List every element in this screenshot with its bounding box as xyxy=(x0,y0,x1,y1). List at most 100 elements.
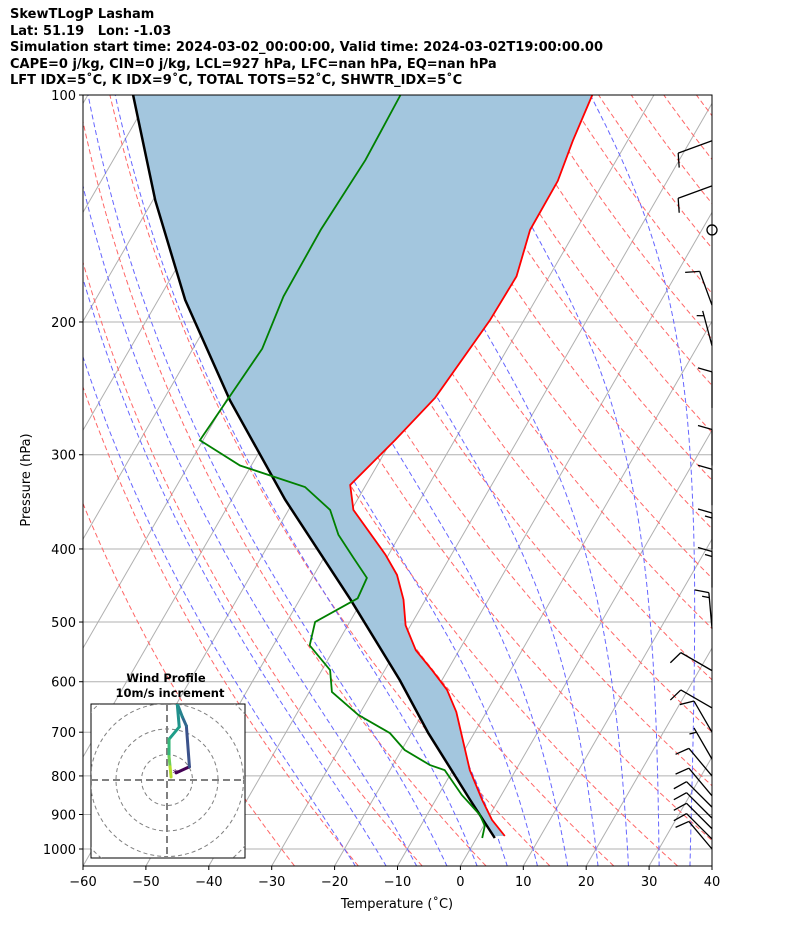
wind-barb xyxy=(685,270,713,306)
x-tick-label: −50 xyxy=(132,875,159,890)
wind-barb xyxy=(706,224,718,236)
barb-full xyxy=(697,508,713,514)
cape-cin-shading xyxy=(133,95,593,836)
simulation-times: Simulation start time: 2024-03-02_00:00:… xyxy=(10,40,603,55)
barb-full xyxy=(669,689,682,701)
hodograph-ring xyxy=(91,704,244,857)
barb-shaft xyxy=(688,747,713,777)
dry-adiabat-line xyxy=(695,95,712,117)
isotherm-line xyxy=(648,756,712,866)
y-axis-label: Pressure (hPa) xyxy=(19,433,34,526)
x-tick-label: 0 xyxy=(456,875,464,890)
barb-full xyxy=(679,700,695,706)
dry-adiabat-line xyxy=(729,95,794,866)
barb-full xyxy=(697,546,713,553)
wind-barb xyxy=(677,140,713,168)
barb-half xyxy=(704,553,713,558)
hodograph-start-marker: * xyxy=(172,767,178,780)
isotherm-line xyxy=(208,95,655,866)
moist-adiabat-line xyxy=(287,95,599,866)
y-tick-label: 400 xyxy=(51,543,76,558)
axes: −60 −50 −40 −30 −20 −10 0 10 20 30 40 100 200 300 400 5… xyxy=(43,89,720,890)
wind-barb xyxy=(697,546,713,588)
dry-adiabat-line xyxy=(272,95,712,733)
barb-shaft xyxy=(699,271,713,306)
barb-shaft xyxy=(686,813,713,840)
y-tick-label: 600 xyxy=(51,676,76,691)
isotherm-line xyxy=(83,95,215,323)
y-tick-label: 900 xyxy=(51,808,76,823)
x-tick-label: −60 xyxy=(69,875,96,890)
barb-full xyxy=(669,652,682,664)
hodograph-segment xyxy=(180,715,188,728)
dry-adiabat-line xyxy=(500,95,712,387)
barb-full xyxy=(677,153,680,168)
y-tick-label: 1000 xyxy=(43,843,76,858)
barb-shaft xyxy=(688,821,713,850)
x-tick-label: 40 xyxy=(704,875,721,890)
y-tick-label: 500 xyxy=(51,616,76,631)
wind-barb xyxy=(694,589,713,629)
wind-barb xyxy=(673,813,713,840)
stability-indices: LFT IDX=5˚C, K IDX=9˚C, TOTAL TOTS=52˚C,… xyxy=(10,73,463,88)
moist-adiabat-line xyxy=(114,95,478,866)
isotherm-line xyxy=(271,102,712,866)
wind-barb xyxy=(673,781,713,808)
barb-shaft xyxy=(680,652,713,672)
profiles xyxy=(131,95,594,839)
moist-adiabat-line xyxy=(83,355,356,866)
barb-full xyxy=(697,464,713,470)
wind-barb xyxy=(697,508,713,549)
moist-adiabat-line xyxy=(721,95,747,867)
barb-full xyxy=(675,767,690,775)
dry-adiabat-line xyxy=(402,95,712,530)
parcel-profile-line xyxy=(131,95,496,839)
hodograph-segment xyxy=(174,765,191,775)
x-tick-label: 10 xyxy=(515,875,532,890)
barb-shaft xyxy=(688,767,713,797)
barb-full xyxy=(675,747,690,755)
convective-indices: CAPE=0 j/kg, CIN=0 j/kg, LCL=927 hPa, LF… xyxy=(10,56,497,72)
wind-barb xyxy=(679,700,713,733)
barb-shaft xyxy=(693,727,713,760)
x-tick-label: −20 xyxy=(321,875,348,890)
isotherm-line xyxy=(397,320,712,866)
isotherm-line xyxy=(522,538,712,866)
x-tick-label: −10 xyxy=(384,875,411,890)
dry-adiabat-line xyxy=(370,95,712,579)
moist-adiabat-line xyxy=(589,95,696,866)
dry-adiabat-line xyxy=(565,95,712,295)
hodograph-segment xyxy=(167,755,172,769)
wind-barb xyxy=(675,747,713,777)
wind-barb xyxy=(673,792,713,819)
wind-barb xyxy=(696,310,713,346)
barb-full xyxy=(697,367,713,373)
barb-shaft xyxy=(693,700,713,733)
chart-header: SkewTLogP Lasham Lat: 51.19 Lon: -1.03 S… xyxy=(10,7,603,90)
dry-adiabat-line xyxy=(598,95,712,249)
moist-adiabat-line xyxy=(87,95,448,866)
wind-barb xyxy=(689,727,713,760)
barb-full xyxy=(673,781,687,790)
dry-adiabat-line xyxy=(435,95,712,481)
wind-barb xyxy=(697,464,713,506)
hodograph-subtitle: 10m/s increment xyxy=(116,686,225,700)
barb-shaft xyxy=(702,310,713,346)
isotherm-line xyxy=(334,211,712,866)
wind-barb xyxy=(669,689,713,709)
dry-adiabat-line xyxy=(83,502,295,866)
barb-full xyxy=(675,820,690,828)
y-tick-label: 100 xyxy=(51,89,76,104)
isotherm-line xyxy=(460,429,712,866)
location: Lat: 51.19 Lon: -1.03 xyxy=(10,23,172,39)
wind-barb xyxy=(677,185,713,213)
moist-adiabat-line xyxy=(83,183,418,866)
dry-adiabat-line xyxy=(467,95,712,434)
barb-shaft xyxy=(677,140,713,154)
x-axis-label: Temperature (˚C) xyxy=(340,896,453,912)
temperature-profile-line xyxy=(349,95,594,837)
barb-full xyxy=(673,802,687,811)
dry-adiabat-line xyxy=(109,95,551,866)
dry-adiabat-line xyxy=(83,119,487,866)
